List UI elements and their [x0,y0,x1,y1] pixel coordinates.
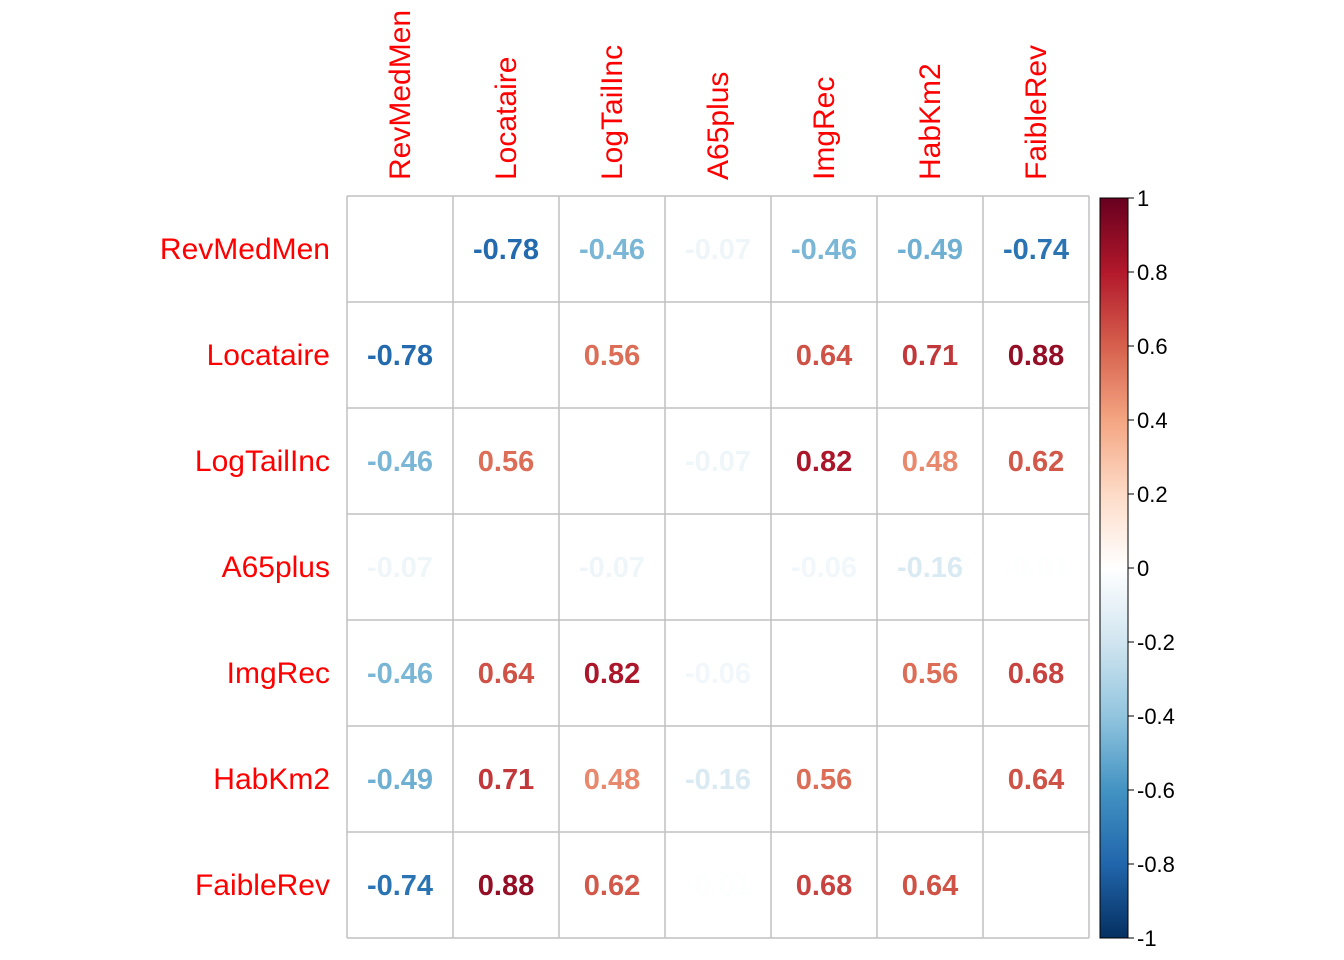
cell-value: 0.88 [1008,340,1064,372]
cell-value: -0.16 [685,764,751,796]
cell-value: 0.82 [796,446,852,478]
cell-value: 0.56 [584,340,640,372]
cell-value: -0.16 [897,552,963,584]
grid [346,195,1090,939]
colorbar-tick-label: -0.6 [1137,778,1175,803]
cell-value: -0.78 [367,340,433,372]
cell-value: 0.64 [902,870,958,902]
row-label: ImgRec [227,657,330,690]
colorbar-tick-label: 0 [1137,556,1149,581]
colorbar-tick-label: 0.8 [1137,260,1168,285]
cell-value: -0.07 [579,552,645,584]
colorbar-tick-label: 1 [1137,186,1149,211]
cell-value: 0.00 [690,340,746,372]
cell-value: 0.71 [902,340,958,372]
cell-value: -0.78 [473,234,539,266]
cell-value: 0.88 [478,870,534,902]
colorbar: 1 0.8 0.6 0.4 0.2 0 -0.2 -0.4 -0.6 -0.8 -1 [1099,186,1175,951]
row-label: A65plus [222,551,330,584]
column-label: A65plus [702,72,735,180]
cell-value: 0.56 [902,658,958,690]
colorbar-tick-label: -0.2 [1137,630,1175,655]
column-label: LogTailInc [596,45,629,180]
cell-value: 0.64 [796,340,852,372]
cell-value: -0.74 [1003,234,1069,266]
cell-value: 0.71 [478,764,534,796]
cell-value: -0.46 [791,234,857,266]
cell-value: -0.74 [367,870,433,902]
column-label: ImgRec [808,77,841,180]
colorbar-tick-label: 0.4 [1137,408,1168,433]
cell-value: -0.49 [367,764,433,796]
column-label: Locataire [490,57,523,180]
cell-value: 0.64 [1008,764,1064,796]
row-label: RevMedMen [160,233,330,266]
cell-value: -0.07 [685,234,751,266]
cell-value: -0.01 [1003,552,1069,584]
row-label: FaibleRev [195,869,330,902]
cell-value: -0.49 [897,234,963,266]
colorbar-tick-label: -1 [1137,926,1157,951]
cell-value: -0.46 [579,234,645,266]
cell-value: 0.68 [1008,658,1064,690]
row-label: HabKm2 [213,763,330,796]
cell-value: -0.01 [685,870,751,902]
colorbar-tick-label: -0.4 [1137,704,1175,729]
cell-value: 0.48 [584,764,640,796]
cell-value: -0.06 [791,552,857,584]
column-label: RevMedMen [384,10,417,180]
cell-value: -0.07 [367,552,433,584]
cell-value: 0.68 [796,870,852,902]
cell-value: -0.46 [367,446,433,478]
colorbar-tick-label: 0.6 [1137,334,1168,359]
row-labels: RevMedMen Locataire LogTailInc A65plus ImgRe… [160,233,330,902]
cell-value: 0.48 [902,446,958,478]
colorbar-tick-label: -0.8 [1137,852,1175,877]
cell-value: 0.82 [584,658,640,690]
cell-value: 0.62 [1008,446,1064,478]
colorbar-tick-label: 0.2 [1137,482,1168,507]
column-label: HabKm2 [914,63,947,180]
row-label: LogTailInc [195,445,330,478]
cell-value: 0.64 [478,658,534,690]
cell-value: 0.56 [796,764,852,796]
cell-value: 0.56 [478,446,534,478]
cell-value: -0.06 [685,658,751,690]
cell-value: 0.00 [478,552,534,584]
column-labels: RevMedMen Locataire LogTailInc A65plus ImgRe… [384,10,1053,180]
cell-values: -0.78 -0.46 -0.07 -0.46 -0.49 -0.74 -0.78 0.56 0… [367,234,1069,902]
colorbar-gradient [1099,197,1129,939]
cell-value: 0.62 [584,870,640,902]
cell-value: -0.46 [367,658,433,690]
cell-value: -0.07 [685,446,751,478]
column-label: FaibleRev [1020,45,1053,180]
row-label: Locataire [207,339,330,372]
